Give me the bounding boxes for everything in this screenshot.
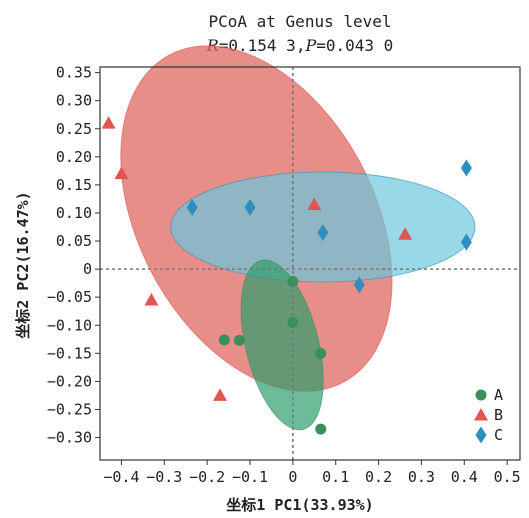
chart-subtitle: R=0.154 3,P=0.043 0 — [206, 36, 394, 55]
x-tick-label: −0.1 — [232, 468, 268, 486]
point-b-1 — [101, 116, 116, 129]
subtitle-p-label: P — [304, 36, 316, 55]
point-c-2 — [244, 198, 256, 216]
point-b-6 — [398, 227, 413, 240]
x-tick-label: 0.2 — [365, 468, 392, 486]
x-tick-label: 0.1 — [322, 468, 349, 486]
zero-lines — [100, 67, 520, 460]
y-tick-label: −0.10 — [47, 316, 92, 334]
subtitle-p-value: =0.043 0 — [316, 36, 393, 55]
point-c-3 — [317, 224, 329, 242]
legend-label-a: A — [494, 386, 503, 404]
y-tick-label: −0.15 — [47, 344, 92, 362]
y-tick-label: −0.25 — [47, 400, 92, 418]
x-tick-label: 0 — [288, 468, 297, 486]
y-tick-label: 0.30 — [56, 92, 92, 110]
x-tick-label: −0.4 — [103, 468, 139, 486]
point-b-2 — [114, 166, 129, 180]
point-a-5 — [315, 347, 327, 359]
point-a-1 — [287, 275, 299, 287]
y-tick-label: −0.20 — [47, 372, 92, 390]
x-tick-label: 0.4 — [451, 468, 478, 486]
group-ellipses — [120, 45, 476, 431]
y-tick-label: 0.35 — [56, 64, 92, 82]
legend-marker-a — [475, 389, 487, 401]
x-tick-label: 0.5 — [494, 468, 521, 486]
legend-marker-b — [474, 408, 488, 421]
point-c-1 — [186, 198, 198, 216]
y-tick-label: 0.10 — [56, 204, 92, 222]
y-tick-label: 0.15 — [56, 176, 92, 194]
legend-marker-c — [475, 426, 487, 444]
legend-label-b: B — [494, 406, 503, 424]
point-c-5 — [460, 159, 472, 177]
data-points — [101, 116, 472, 435]
point-b-3 — [144, 292, 159, 306]
point-a-3 — [218, 334, 230, 346]
x-axis: −0.4 −0.3 −0.2 −0.1 0 0.1 0.2 0.3 0.4 0.5 — [103, 460, 521, 486]
point-a-4 — [233, 334, 245, 346]
point-c-4 — [353, 276, 365, 294]
point-b-5 — [307, 197, 322, 211]
y-tick-label: 0 — [83, 260, 92, 278]
legend: ABC — [474, 386, 503, 444]
y-tick-label: −0.05 — [47, 288, 92, 306]
legend-label-c: C — [494, 426, 503, 444]
y-axis: 0.35 0.30 0.25 0.20 0.15 0.10 0.05 0 −0.05 −0.10 −… — [47, 64, 100, 447]
chart-title: PCoA at Genus level — [208, 12, 391, 31]
point-a-6 — [315, 423, 327, 435]
subtitle-r-value: =0.154 3, — [219, 36, 306, 55]
y-axis-label: 坐标2 PC2(16.47%) — [14, 191, 32, 338]
point-c-6 — [460, 233, 472, 251]
plot-area-frame — [99, 66, 521, 461]
x-tick-label: 0.3 — [408, 468, 435, 486]
x-axis-label: 坐标1 PC1(33.93%) — [226, 496, 373, 514]
x-tick-label: −0.3 — [146, 468, 182, 486]
point-a-2 — [287, 316, 299, 328]
x-tick-label: −0.2 — [189, 468, 225, 486]
y-tick-label: 0.20 — [56, 148, 92, 166]
point-b-4 — [213, 388, 227, 401]
y-tick-label: −0.30 — [47, 429, 92, 447]
y-tick-label: 0.05 — [56, 232, 92, 250]
y-tick-label: 0.25 — [56, 120, 92, 138]
ellipse-group-a — [240, 259, 324, 431]
